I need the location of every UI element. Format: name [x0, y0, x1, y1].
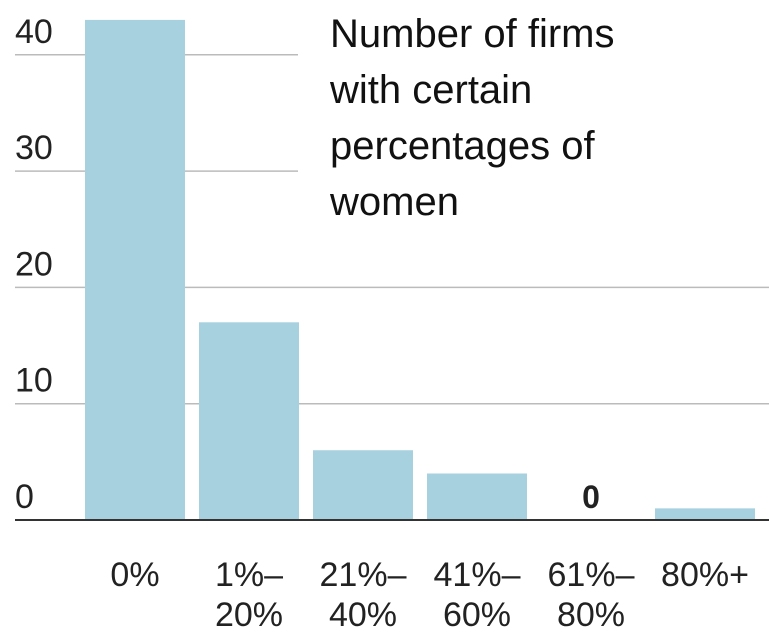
- bar: [199, 322, 299, 520]
- x-tick-label-line: 1%–: [215, 556, 283, 594]
- x-tick-label: 1%– 20%: [215, 556, 283, 634]
- y-tick-label: 10: [15, 362, 53, 400]
- x-tick-label-line: 60%: [443, 596, 511, 634]
- x-tick-label-line: 40%: [329, 596, 397, 634]
- x-tick-label: 80%+: [661, 556, 749, 594]
- value-label: 0: [582, 479, 600, 515]
- x-tick-label: 21%– 40%: [320, 556, 407, 634]
- bar: [85, 19, 185, 520]
- y-tick-label: 40: [15, 13, 53, 51]
- x-tick-label-line: 20%: [215, 596, 283, 634]
- bar: [313, 450, 413, 520]
- y-tick-label: 0: [15, 478, 34, 516]
- y-tick-label: 20: [15, 245, 53, 283]
- x-tick-label-line: 21%–: [320, 556, 407, 594]
- x-tick-label-line: 41%–: [434, 556, 521, 594]
- x-tick-label-line: 80%: [557, 596, 625, 634]
- chart-title: Number of firms with certain percentages…: [330, 12, 615, 224]
- x-tick-label: 41%– 60%: [434, 556, 521, 634]
- bar: [655, 508, 755, 520]
- x-tick-label: 61%– 80%: [548, 556, 635, 634]
- x-tick-label-line: 61%–: [548, 556, 635, 594]
- bar: [427, 473, 527, 520]
- x-tick-label: 0%: [110, 556, 159, 594]
- y-tick-label: 30: [15, 129, 53, 167]
